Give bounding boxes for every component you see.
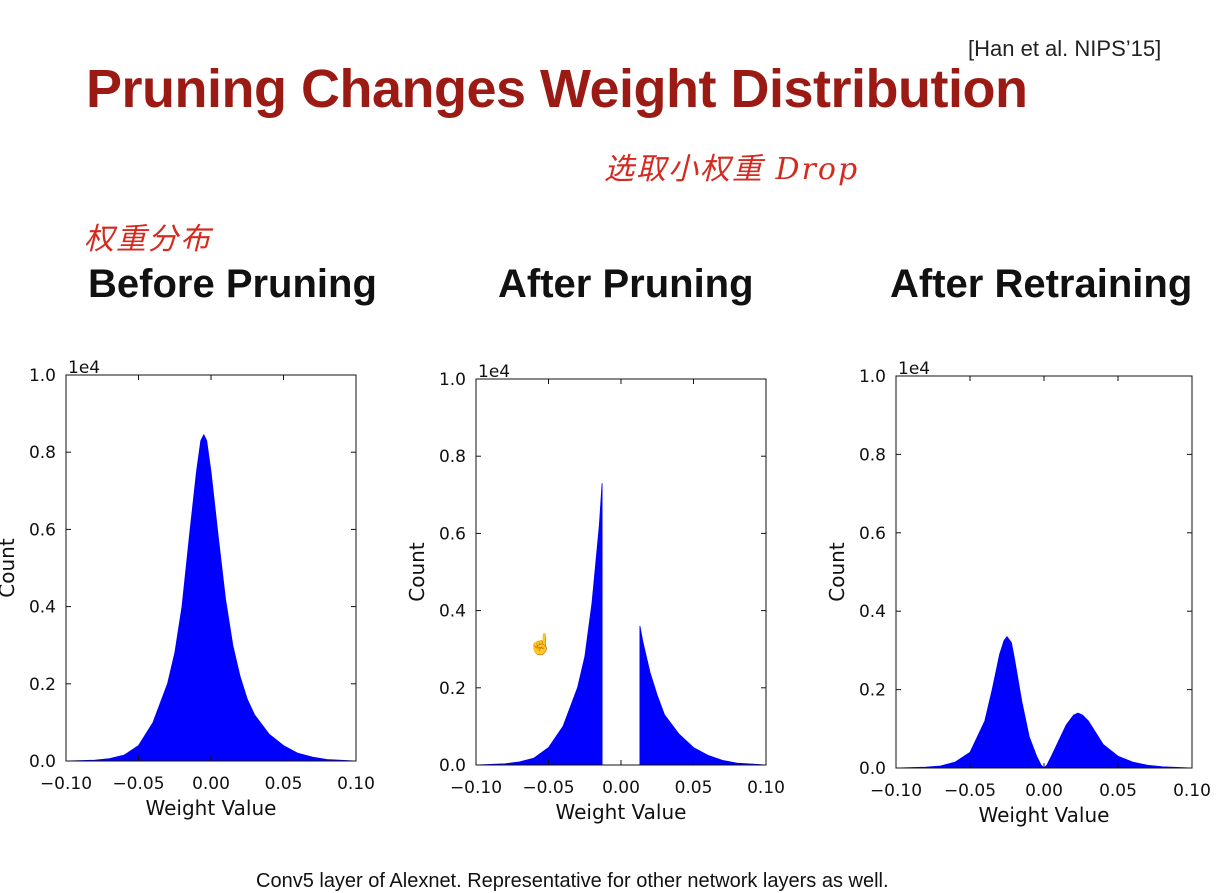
y-tick-label-0-2: 0.4 bbox=[29, 598, 56, 618]
histogram-area-1-1 bbox=[639, 625, 767, 766]
histogram-charts: 0.0 0.2 0.4 0.6 0.8 1.0 −0.10 −0.05 0.00 0.05 0.10… bbox=[0, 358, 1211, 827]
y-tick-label-2-4: 0.8 bbox=[859, 445, 886, 465]
hand-cursor-icon: ☝ bbox=[528, 634, 553, 656]
y-tick-label-1-5: 1.0 bbox=[439, 370, 466, 390]
y-axis-label-1: Count bbox=[405, 542, 429, 602]
y-tick-label-0-3: 0.6 bbox=[29, 520, 56, 540]
x-axis-label-1: Weight Value bbox=[556, 800, 687, 824]
panel-title-after-pruning: After Pruning bbox=[498, 262, 754, 306]
x-axis-label-0: Weight Value bbox=[146, 796, 277, 820]
offset-label-1: 1e4 bbox=[478, 362, 510, 382]
x-tick-label-1-2: 0.00 bbox=[602, 778, 640, 798]
x-tick-label-1-4: 0.10 bbox=[747, 778, 785, 798]
x-tick-label-2-3: 0.05 bbox=[1099, 781, 1137, 801]
y-tick-label-2-3: 0.6 bbox=[859, 524, 886, 544]
y-tick-label-1-4: 0.8 bbox=[439, 447, 466, 467]
slide-title: Pruning Changes Weight Distribution bbox=[86, 59, 1028, 119]
y-tick-label-1-0: 0.0 bbox=[439, 756, 466, 776]
slide-caption: Conv5 layer of Alexnet. Representative f… bbox=[256, 870, 889, 892]
x-tick-label-0-2: 0.00 bbox=[192, 774, 230, 794]
y-tick-label-1-1: 0.2 bbox=[439, 679, 466, 699]
citation: [Han et al. NIPS’15] bbox=[968, 36, 1162, 61]
x-tick-label-1-1: −0.05 bbox=[522, 778, 574, 798]
plot-frame-1 bbox=[475, 378, 767, 766]
y-tick-label-0-5: 1.0 bbox=[29, 366, 56, 386]
y-tick-label-2-0: 0.0 bbox=[859, 759, 886, 779]
offset-label-0: 1e4 bbox=[68, 358, 100, 378]
panel-title-after-retraining: After Retraining bbox=[890, 262, 1193, 306]
x-tick-label-0-1: −0.05 bbox=[112, 774, 164, 794]
y-tick-label-2-1: 0.2 bbox=[859, 681, 886, 701]
handwritten-annotation-distribution: 权重分布 bbox=[84, 222, 212, 257]
y-tick-label-2-5: 1.0 bbox=[859, 367, 886, 387]
handwritten-annotation-drop: 选取小权重 Drop bbox=[604, 152, 860, 187]
y-tick-label-1-3: 0.6 bbox=[439, 524, 466, 544]
y-tick-label-0-1: 0.2 bbox=[29, 675, 56, 695]
histogram-area-1-0 bbox=[475, 483, 603, 766]
histogram-area-2-0 bbox=[895, 636, 1193, 769]
histogram-area-0-0 bbox=[65, 433, 357, 762]
x-tick-label-2-1: −0.05 bbox=[944, 781, 996, 801]
x-tick-label-1-3: 0.05 bbox=[675, 778, 713, 798]
offset-label-2: 1e4 bbox=[898, 359, 930, 379]
plot-frame-2 bbox=[895, 375, 1193, 769]
panel-title-before-pruning: Before Pruning bbox=[88, 262, 377, 306]
y-axis-label-0: Count bbox=[0, 538, 19, 598]
x-tick-label-0-0: −0.10 bbox=[40, 774, 92, 794]
x-tick-label-2-4: 0.10 bbox=[1173, 781, 1211, 801]
x-tick-label-2-2: 0.00 bbox=[1025, 781, 1063, 801]
y-axis-label-2: Count bbox=[825, 542, 849, 602]
x-tick-label-1-0: −0.10 bbox=[450, 778, 502, 798]
y-tick-label-0-4: 0.8 bbox=[29, 443, 56, 463]
x-tick-label-0-3: 0.05 bbox=[265, 774, 303, 794]
x-tick-label-2-0: −0.10 bbox=[870, 781, 922, 801]
y-tick-label-1-2: 0.4 bbox=[439, 602, 466, 622]
x-axis-label-2: Weight Value bbox=[979, 803, 1110, 827]
y-tick-label-0-0: 0.0 bbox=[29, 752, 56, 772]
x-tick-label-0-4: 0.10 bbox=[337, 774, 375, 794]
y-tick-label-2-2: 0.4 bbox=[859, 602, 886, 622]
